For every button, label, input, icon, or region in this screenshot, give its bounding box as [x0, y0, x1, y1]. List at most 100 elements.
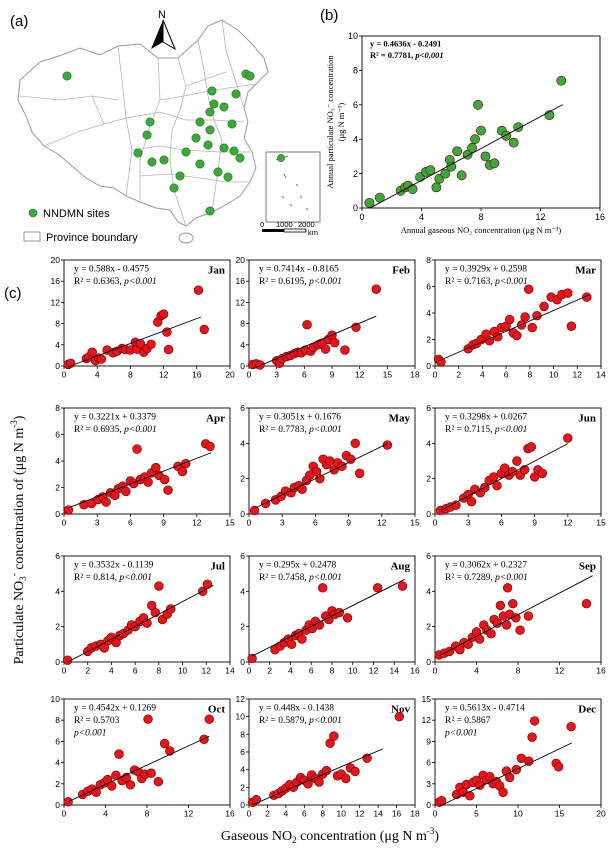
- Aug-x-tick-label-8: 16: [410, 666, 420, 676]
- map-site-18: [133, 148, 143, 158]
- annual-y-axis-label-line-1: Annual particulate NO₃⁻ concentration: [325, 55, 335, 189]
- annual-equation: y = 0.4636x - 0.2491: [370, 39, 441, 49]
- May-data-point-25: [382, 440, 393, 450]
- Dec-y-tick-label-4: 12: [422, 715, 432, 725]
- Jan-equation: y = 0.588x - 0.4575: [74, 265, 149, 275]
- Dec-data-point-22: [524, 756, 534, 766]
- monthly-scatter-Nov: 0 2 4 6 8 10 12 14 16 18 0 2 4 6 8 10 12 y = 0.448x - 0.1…: [236, 694, 420, 819]
- Nov-data-point-26: [394, 711, 405, 722]
- Nov-x-tick-label-5: 10: [336, 809, 346, 819]
- Jun-x-tick-label-1: 3: [466, 518, 471, 528]
- Nov-data-point-24: [350, 766, 360, 777]
- Mar-equation: y = 0.3929x + 0.2598: [445, 265, 527, 275]
- Dec-data-point-24: [529, 716, 540, 726]
- map-site-12: [142, 130, 152, 140]
- map-site-20: [147, 157, 157, 167]
- Jun-data-point-15: [500, 463, 510, 473]
- May-r-squared: R² = 0.7783, p<0.001: [259, 425, 342, 435]
- annual-data-point-22: [480, 151, 491, 162]
- May-equation: y = 0.3051x + 0.1676: [259, 413, 341, 423]
- Jul-month-label: Jul: [210, 561, 225, 573]
- map-site-5: [231, 89, 241, 99]
- Jan-x-tick-label-4: 16: [192, 370, 202, 380]
- Jul-x-tick-label-6: 12: [202, 666, 212, 676]
- Apr-x-tick-label-2: 6: [128, 518, 133, 528]
- annual-data-point-19: [473, 99, 483, 110]
- Dec-y-tick-label-3: 9: [426, 736, 431, 746]
- map-site-9: [145, 117, 155, 127]
- Jun-data-point-22: [526, 442, 536, 452]
- Sep-x-tick-label-4: 16: [596, 666, 606, 676]
- May-plot-frame: [248, 407, 416, 515]
- map-site-26: [223, 172, 233, 182]
- scale-bar: 0 1000 2000 km: [260, 220, 318, 237]
- Jan-x-tick-label-5: 20: [225, 370, 235, 380]
- Aug-y-tick-label-0: 0: [240, 657, 245, 667]
- island-outline: [178, 232, 194, 244]
- Aug-data-point-9: [297, 634, 307, 644]
- inset-map-box: [265, 151, 321, 223]
- map-site-16: [219, 143, 229, 153]
- Mar-data-point-15: [512, 330, 522, 341]
- annual-x-tick-label-0: 0: [359, 212, 364, 222]
- May-data-point-22: [346, 454, 356, 464]
- Mar-x-tick-label-6: 12: [573, 370, 583, 380]
- Aug-x-tick-label-5: 10: [348, 666, 358, 676]
- Aug-month-label: Aug: [390, 561, 410, 573]
- Nov-data-point-15: [314, 777, 324, 787]
- Feb-data-point-21: [330, 337, 340, 348]
- Oct-data-point-25: [204, 714, 214, 724]
- Sep-month-label: Sep: [579, 561, 596, 573]
- Sep-data-point-21: [511, 613, 521, 623]
- annual-r-squared: R² = 0.7781, p<0.001: [370, 50, 444, 60]
- annual-data-point-30: [556, 75, 567, 86]
- Feb-equation: y = 0.7414x - 0.8165: [259, 265, 339, 275]
- Apr-x-tick-label-4: 12: [192, 518, 202, 528]
- Jan-p-value: p<0.001: [123, 277, 157, 287]
- Dec-y-tick-label-0: 0: [426, 800, 431, 810]
- shared-y-axis-label: Particulate NO3- concentration of (μg N …: [9, 415, 28, 664]
- map-site-28: [205, 206, 215, 216]
- Feb-y-tick-label-5: 20: [236, 255, 246, 265]
- Dec-p-value: p<0.001: [444, 729, 478, 739]
- Jun-equation: y = 0.3298x + 0.0267: [445, 413, 527, 423]
- scale-tick-2000: 2000: [298, 220, 315, 229]
- Jan-data-point-2: [65, 358, 76, 369]
- Mar-y-tick-label-2: 4: [426, 308, 431, 318]
- Apr-data-point-19: [151, 462, 161, 473]
- legend-boundary-label: Province boundary: [46, 232, 138, 244]
- Jan-x-tick-label-3: 12: [159, 370, 169, 380]
- Mar-x-tick-label-5: 10: [549, 370, 559, 380]
- monthly-scatter-Jul: 0 2 4 6 8 10 12 14 0 2 4 6 y = 0.3532x - 0.1139 R² = …: [55, 551, 235, 676]
- map-site-6: [209, 99, 219, 109]
- Jul-x-tick-label-1: 2: [85, 666, 90, 676]
- Aug-x-tick-label-3: 6: [309, 666, 314, 676]
- annual-data-point-24: [489, 158, 500, 169]
- Mar-x-tick-label-7: 14: [596, 370, 606, 380]
- Sep-regression-line: [438, 575, 593, 657]
- Apr-equation: y = 0.3221x + 0.3379: [74, 413, 156, 423]
- Nov-y-tick-label-1: 2: [240, 782, 245, 792]
- Oct-data-point-23: [165, 746, 175, 756]
- Jul-regression-line: [67, 584, 214, 663]
- Jul-y-tick-label-1: 2: [55, 622, 60, 632]
- map-site-25: [213, 167, 223, 177]
- Dec-equation: y = 0.5613x - 0.4714: [445, 704, 525, 714]
- Aug-data-point-6: [286, 639, 297, 650]
- Nov-x-tick-label-0: 0: [247, 809, 252, 819]
- Mar-y-tick-label-3: 6: [426, 281, 431, 291]
- Jun-x-tick-label-0: 0: [433, 518, 438, 528]
- Sep-data-point-22: [515, 625, 525, 635]
- Aug-y-tick-label-1: 2: [240, 622, 245, 632]
- Nov-data-point-17: [321, 765, 332, 776]
- Sep-equation: y = 0.3062x + 0.2327: [445, 561, 527, 571]
- map-site-15: [203, 140, 213, 150]
- Sep-p-value: p<0.001: [494, 573, 528, 583]
- Jun-month-label: Jun: [578, 413, 596, 425]
- map-site-27: [169, 183, 179, 193]
- annual-y-tick-label-5: 10: [348, 31, 358, 41]
- Feb-x-tick-label-6: 18: [410, 370, 420, 380]
- Oct-data-point-20: [146, 768, 156, 778]
